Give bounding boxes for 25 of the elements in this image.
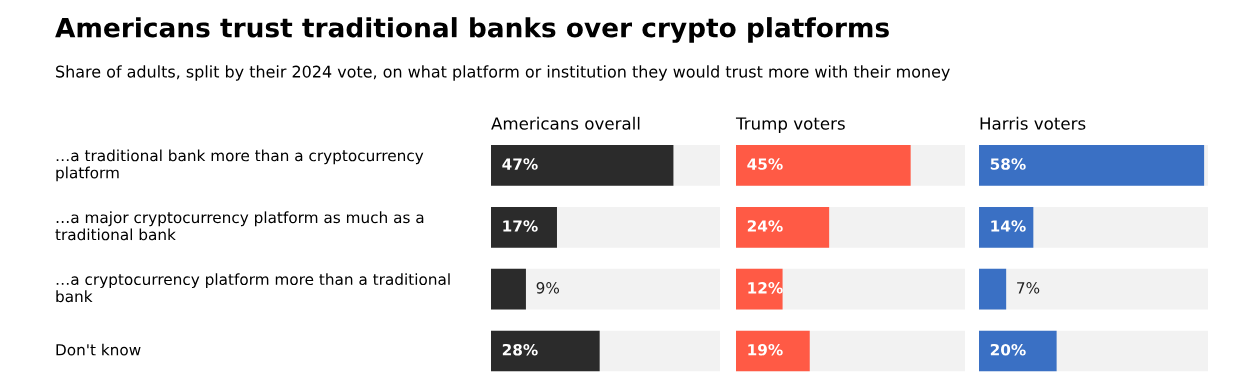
data-label: 58% bbox=[990, 158, 1026, 170]
data-label: 24% bbox=[747, 220, 783, 232]
y-tick-label: …a traditional bank more than a cryptocurrency platform bbox=[56, 149, 424, 182]
data-label: 20% bbox=[990, 343, 1026, 356]
data-label: 14% bbox=[991, 220, 1026, 232]
data-label: 12% bbox=[748, 282, 783, 294]
bar bbox=[979, 206, 1034, 248]
chart-title: Americans trust traditional banks over crypto platforms bbox=[55, 17, 889, 43]
data-label: 9% bbox=[536, 282, 560, 294]
chart-subtitle: Share of adults, split by their 2024 vote, on what platform or institution they would trust more with their money bbox=[56, 65, 950, 81]
y-tick-label: …a cryptocurrency platform more than a traditional bank bbox=[56, 273, 450, 303]
data-label: 17% bbox=[503, 220, 538, 232]
y-tick-label: Don't know bbox=[56, 343, 141, 356]
bar bbox=[491, 268, 526, 310]
data-label: 45% bbox=[747, 158, 783, 170]
series-label: Harris voters bbox=[980, 116, 1086, 130]
bar bbox=[736, 268, 783, 310]
data-label: 7% bbox=[1017, 282, 1040, 294]
data-label: 47% bbox=[502, 158, 538, 170]
data-label: 19% bbox=[748, 343, 783, 356]
data-label: 28% bbox=[502, 343, 538, 356]
series-label: Americans overall bbox=[491, 116, 640, 130]
series-label: Trump voters bbox=[735, 117, 845, 133]
bar bbox=[979, 268, 1007, 310]
y-tick-label: …a major cryptocurrency platform as much as a traditional bank bbox=[55, 211, 424, 241]
